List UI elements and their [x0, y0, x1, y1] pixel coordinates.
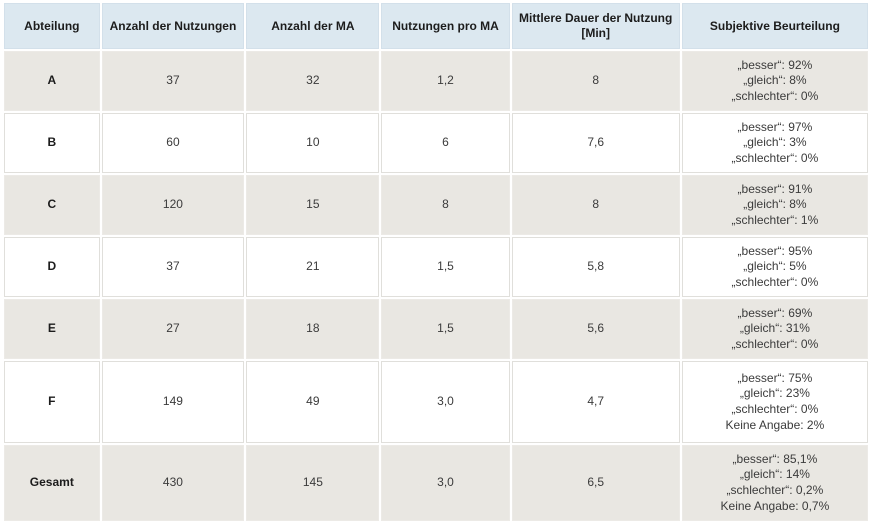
cell-beurteilung: „besser“: 92% „gleich“: 8% „schlechter“:… — [681, 51, 868, 111]
table-row: D 37 21 1,5 5,8 „besser“: 95% „gleich“: … — [4, 237, 868, 297]
beurteilung-line: Keine Angabe: 2% — [725, 417, 825, 432]
cell-anzahl-ma: 49 — [246, 361, 380, 443]
table-row: B 60 10 6 7,6 „besser“: 97% „gleich“: 3%… — [4, 113, 868, 173]
cell-nutzungen-pro-ma: 6 — [381, 113, 510, 173]
cell-mittlere-dauer: 8 — [511, 51, 680, 111]
beurteilung-line: „besser“: 97% — [737, 119, 813, 134]
cell-mittlere-dauer: 5,6 — [511, 299, 680, 359]
cell-abteilung: Gesamt — [4, 445, 100, 521]
cell-beurteilung: „besser“: 75% „gleich“: 23% „schlechter“… — [681, 361, 868, 443]
header-row: Abteilung Anzahl der Nutzungen Anzahl de… — [4, 3, 868, 49]
cell-nutzungen-pro-ma: 8 — [381, 175, 510, 235]
cell-abteilung: E — [4, 299, 100, 359]
cell-beurteilung: „besser“: 97% „gleich“: 3% „schlechter“:… — [681, 113, 868, 173]
cell-anzahl-ma: 32 — [246, 51, 380, 111]
cell-mittlere-dauer: 5,8 — [511, 237, 680, 297]
column-header-mittlere-dauer: Mittlere Dauer der Nutzung [Min] — [511, 3, 680, 49]
beurteilung-line: „gleich“: 31% — [739, 321, 810, 336]
beurteilung-line: „besser“: 75% — [737, 370, 813, 385]
cell-nutzungen-pro-ma: 1,2 — [381, 51, 510, 111]
column-header-anzahl-nutzungen: Anzahl der Nutzungen — [101, 3, 245, 49]
table-row-total: Gesamt 430 145 3,0 6,5 „besser“: 85,1% „… — [4, 445, 868, 521]
cell-abteilung: A — [4, 51, 100, 111]
beurteilung-line: „gleich“: 14% — [739, 467, 810, 482]
table-row: C 120 15 8 8 „besser“: 91% „gleich“: 8% … — [4, 175, 868, 235]
cell-abteilung: F — [4, 361, 100, 443]
beurteilung-line: „besser“: 85,1% — [732, 451, 818, 466]
cell-anzahl-nutzungen: 37 — [101, 237, 245, 297]
cell-abteilung: C — [4, 175, 100, 235]
cell-anzahl-ma: 145 — [246, 445, 380, 521]
column-header-abteilung: Abteilung — [4, 3, 100, 49]
beurteilung-line: „gleich“: 23% — [739, 386, 810, 401]
cell-mittlere-dauer: 7,6 — [511, 113, 680, 173]
beurteilung-line: „besser“: 69% — [737, 305, 813, 320]
cell-anzahl-ma: 10 — [246, 113, 380, 173]
cell-anzahl-nutzungen: 37 — [101, 51, 245, 111]
cell-abteilung: D — [4, 237, 100, 297]
beurteilung-line: „schlechter“: 0% — [731, 402, 819, 416]
beurteilung-line: „schlechter“: 0% — [731, 88, 819, 103]
beurteilung-line: „besser“: 95% — [737, 243, 813, 258]
beurteilung-line: „besser“: 91% — [737, 181, 813, 196]
beurteilung-line: „schlechter“: 0% — [731, 150, 819, 165]
beurteilung-line: „gleich“: 8% — [743, 73, 807, 88]
cell-abteilung: B — [4, 113, 100, 173]
table-row: A 37 32 1,2 8 „besser“: 92% „gleich“: 8%… — [4, 51, 868, 111]
table-row: E 27 18 1,5 5,6 „besser“: 69% „gleich“: … — [4, 299, 868, 359]
beurteilung-line: „schlechter“: 0,2% — [726, 483, 824, 497]
beurteilung-line: „schlechter“: 0% — [731, 336, 819, 351]
cell-beurteilung: „besser“: 69% „gleich“: 31% „schlechter“… — [681, 299, 868, 359]
beurteilung-line: „schlechter“: 1% — [731, 212, 819, 227]
beurteilung-line: „besser“: 92% — [737, 57, 813, 72]
cell-beurteilung: „besser“: 91% „gleich“: 8% „schlechter“:… — [681, 175, 868, 235]
cell-nutzungen-pro-ma: 3,0 — [381, 361, 510, 443]
cell-beurteilung: „besser“: 95% „gleich“: 5% „schlechter“:… — [681, 237, 868, 297]
cell-nutzungen-pro-ma: 1,5 — [381, 299, 510, 359]
column-header-anzahl-ma: Anzahl der MA — [246, 3, 380, 49]
cell-anzahl-nutzungen: 120 — [101, 175, 245, 235]
column-header-subjektive-beurteilung: Subjektive Beurteilung — [681, 3, 868, 49]
beurteilung-line: „gleich“: 8% — [743, 197, 807, 212]
cell-mittlere-dauer: 8 — [511, 175, 680, 235]
table-row: F 149 49 3,0 4,7 „besser“: 75% „gleich“:… — [4, 361, 868, 443]
cell-beurteilung: „besser“: 85,1% „gleich“: 14% „schlechte… — [681, 445, 868, 521]
cell-anzahl-nutzungen: 430 — [101, 445, 245, 521]
cell-anzahl-ma: 18 — [246, 299, 380, 359]
column-header-nutzungen-pro-ma: Nutzungen pro MA — [381, 3, 510, 49]
cell-nutzungen-pro-ma: 3,0 — [381, 445, 510, 521]
cell-anzahl-nutzungen: 60 — [101, 113, 245, 173]
cell-anzahl-nutzungen: 27 — [101, 299, 245, 359]
cell-mittlere-dauer: 6,5 — [511, 445, 680, 521]
beurteilung-line: „gleich“: 5% — [743, 259, 807, 274]
cell-anzahl-ma: 15 — [246, 175, 380, 235]
cell-mittlere-dauer: 4,7 — [511, 361, 680, 443]
cell-nutzungen-pro-ma: 1,5 — [381, 237, 510, 297]
beurteilung-line: „schlechter“: 0% — [731, 274, 819, 289]
beurteilung-line: „gleich“: 3% — [743, 135, 807, 150]
beurteilung-line: Keine Angabe: 0,7% — [720, 498, 830, 513]
cell-anzahl-nutzungen: 149 — [101, 361, 245, 443]
cell-anzahl-ma: 21 — [246, 237, 380, 297]
